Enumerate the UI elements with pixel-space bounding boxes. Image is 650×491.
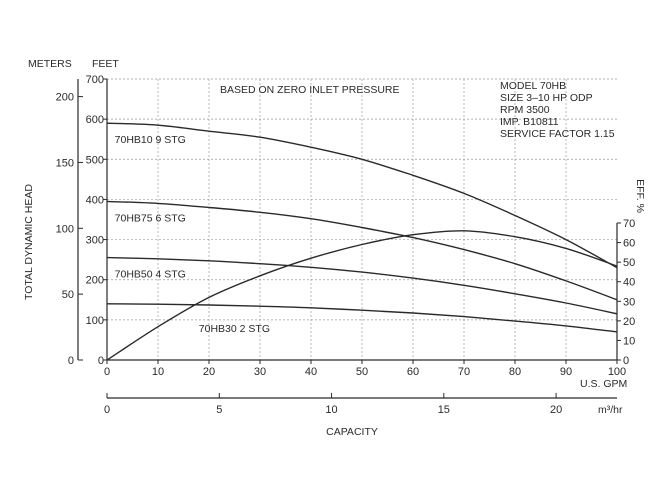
series-label-70hb10-9-stg: 70HB10 9 STG — [115, 134, 186, 146]
grid-layer — [107, 78, 617, 360]
info-line-1: MODEL 70HB — [500, 80, 566, 92]
m3hr-unit-label: m³/hr — [598, 404, 623, 416]
series-label-70hb50-4-stg: 70HB50 4 STG — [115, 269, 186, 281]
meters-tick-label: 200 — [56, 92, 74, 104]
feet-tick-label: 100 — [86, 315, 104, 327]
meters-tick-label: 0 — [68, 355, 74, 367]
meters-tick-label: 150 — [56, 157, 74, 169]
gpm-tick-label: 0 — [104, 366, 110, 378]
efficiency-tick-label: 30 — [623, 296, 635, 308]
m3hr-tick-label: 10 — [325, 404, 337, 416]
gpm-tick-label: 10 — [152, 366, 164, 378]
efficiency-tick-label: 20 — [623, 316, 635, 328]
feet-tick-label: 300 — [86, 235, 104, 247]
m3hr-tick-label: 0 — [104, 404, 110, 416]
feet-tick-label: 500 — [86, 154, 104, 166]
feet-tick-label: 200 — [86, 275, 104, 287]
m3hr-tick-label: 20 — [550, 404, 562, 416]
feet-tick-label: 700 — [86, 74, 104, 86]
info-line-5: SERVICE FACTOR 1.15 — [500, 128, 615, 140]
meters-tick-label: 100 — [56, 223, 74, 235]
gpm-tick-label: 30 — [254, 366, 266, 378]
gpm-tick-label: 60 — [407, 366, 419, 378]
meters-axis-header: METERS — [28, 58, 72, 70]
axes-layer — [77, 78, 621, 399]
x-axis-title: CAPACITY — [326, 426, 378, 438]
info-line-3: RPM 3500 — [500, 104, 550, 116]
feet-tick-label: 400 — [86, 194, 104, 206]
m3hr-tick-label: 5 — [216, 404, 222, 416]
gpm-tick-label: 70 — [458, 366, 470, 378]
series-line-70hb75-6-stg — [106, 200, 618, 301]
info-line-2: SIZE 3–10 HP ODP — [500, 92, 593, 104]
meters-tick-label: 50 — [62, 289, 74, 301]
feet-tick-label: 600 — [86, 114, 104, 126]
efficiency-tick-label: 40 — [623, 277, 635, 289]
feet-tick-label: 0 — [98, 355, 104, 367]
feet-axis-header: FEET — [92, 58, 119, 70]
series-label-70hb75-6-stg: 70HB75 6 STG — [115, 212, 186, 224]
efficiency-tick-label: 60 — [623, 238, 635, 250]
efficiency-tick-label: 70 — [623, 218, 635, 230]
curves-layer — [106, 122, 618, 361]
gpm-tick-label: 20 — [203, 366, 215, 378]
gpm-tick-label: 40 — [305, 366, 317, 378]
labels-layer: 0100200300400500600700050100150200010203… — [56, 74, 636, 416]
gpm-tick-label: 50 — [356, 366, 368, 378]
series-label-70hb30-2-stg: 70HB30 2 STG — [199, 323, 270, 335]
y-axis-title: TOTAL DYNAMIC HEAD — [23, 184, 35, 300]
efficiency-tick-label: 50 — [623, 257, 635, 269]
note-zero-inlet-pressure: BASED ON ZERO INLET PRESSURE — [220, 84, 400, 96]
info-line-4: IMP. B10811 — [500, 116, 559, 128]
series-line-70hb10-9-stg — [106, 122, 618, 269]
gpm-unit-label: U.S. GPM — [580, 378, 627, 390]
efficiency-tick-label: 10 — [623, 335, 635, 347]
gpm-tick-label: 80 — [509, 366, 521, 378]
efficiency-axis-title: EFF. % — [634, 179, 646, 213]
efficiency-tick-label: 0 — [623, 355, 629, 367]
gpm-tick-label: 90 — [560, 366, 572, 378]
m3hr-tick-label: 15 — [438, 404, 450, 416]
series-line-70hb50-4-stg — [106, 256, 618, 315]
gpm-tick-label: 100 — [608, 366, 626, 378]
series-line-efficiency — [106, 230, 618, 361]
